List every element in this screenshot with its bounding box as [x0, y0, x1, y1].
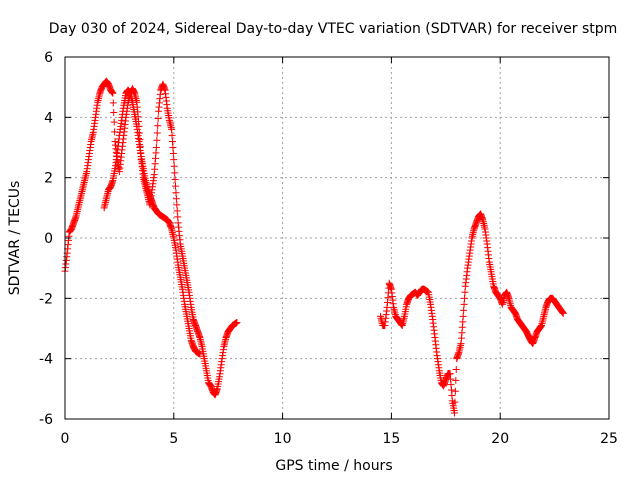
data-point-interp: [169, 144, 177, 151]
data-point: [152, 144, 160, 151]
data-point-interp: [173, 207, 181, 215]
x-tick-label: 10: [274, 431, 292, 447]
data-point: [459, 312, 467, 320]
x-axis-tick-labels: 0 5 10 15 20 25: [61, 431, 618, 447]
x-tick-label: 0: [61, 431, 70, 447]
y-axis-label: SDTVAR / TECUs: [7, 181, 23, 296]
data-point-interp: [110, 109, 118, 117]
data-point-interp: [461, 288, 469, 296]
data-point-interp: [451, 398, 459, 406]
y-tick-label: -2: [39, 291, 53, 307]
data-point-interp: [171, 169, 179, 177]
y-tick-label: -4: [39, 352, 53, 368]
data-point-interp: [170, 162, 178, 170]
x-tick-label: 25: [600, 431, 618, 447]
data-point-interp: [153, 129, 161, 137]
data-point: [233, 318, 241, 326]
chart-title: Day 030 of 2024, Sidereal Day-to-day VTE…: [49, 21, 618, 37]
y-tick-label: 6: [44, 50, 53, 66]
y-tick-label: 2: [44, 171, 53, 187]
x-axis-label: GPS time / hours: [275, 458, 392, 474]
data-point: [196, 350, 204, 358]
grid-lines: [65, 57, 609, 419]
axis-ticks: [64, 56, 610, 420]
data-point-interp: [460, 300, 468, 308]
data-point-interp: [452, 376, 460, 384]
x-tick-label: 15: [382, 431, 400, 447]
data-point: [170, 156, 178, 164]
y-tick-label: 0: [44, 231, 53, 247]
data-point: [109, 89, 117, 97]
x-tick-label: 5: [169, 431, 178, 447]
x-tick-label: 20: [491, 431, 509, 447]
data-point: [172, 189, 180, 197]
data-point-interp: [154, 122, 162, 130]
data-points: [61, 77, 567, 417]
data-point-interp: [168, 137, 176, 145]
data-point-interp: [111, 128, 119, 136]
data-point-interp: [153, 136, 161, 144]
data-point-interp: [154, 115, 162, 123]
data-point-interp: [110, 118, 118, 126]
data-point-interp: [461, 294, 469, 302]
data-point-interp: [172, 182, 180, 190]
data-point-interp: [452, 366, 460, 374]
y-tick-label: 4: [44, 110, 53, 126]
data-point-interp: [451, 387, 459, 395]
data-point-interp: [174, 213, 182, 221]
data-point-interp: [109, 99, 117, 107]
data-point-interp: [169, 150, 177, 158]
data-point-interp: [460, 306, 468, 314]
data-point-interp: [168, 131, 176, 139]
data-point-interp: [172, 195, 180, 203]
data-point-interp: [171, 175, 179, 183]
data-point: [451, 409, 459, 417]
data-point: [168, 125, 176, 133]
data-point-interp: [173, 201, 181, 209]
data-point: [559, 309, 567, 317]
y-tick-label: -6: [39, 412, 53, 428]
y-axis-tick-labels: -6 -4 -2 0 2 4 6: [39, 50, 53, 428]
